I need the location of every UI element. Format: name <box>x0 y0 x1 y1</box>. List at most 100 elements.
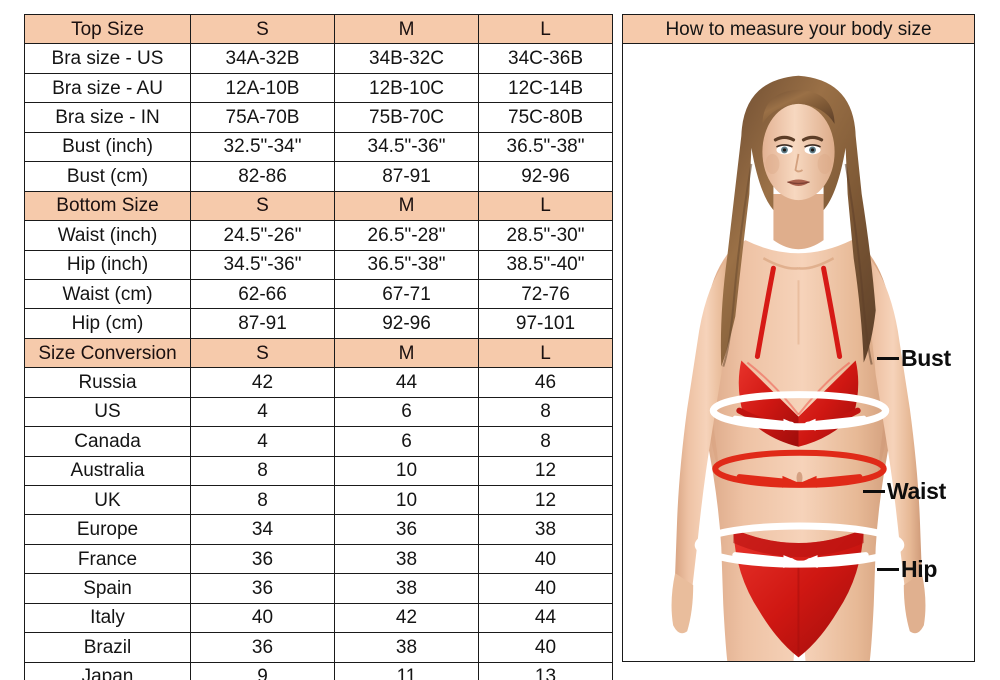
row-value-cell: 28.5"-30" <box>478 220 613 251</box>
row-label-cell: Bra size - AU <box>24 72 191 104</box>
row-label-cell: US <box>24 396 191 428</box>
row-value-cell: 38.5"-40" <box>478 249 613 280</box>
model-photo-frame: Bust Waist Hip <box>622 44 975 662</box>
size-column-header: S <box>190 13 335 45</box>
section-header-row: Bottom Size S M L <box>24 190 613 222</box>
callout-bust-label: Bust <box>901 345 951 371</box>
row-value-cell: 12 <box>478 455 613 487</box>
row-value-cell: 6 <box>334 426 479 457</box>
leader-line-waist <box>863 489 885 493</box>
table-row: Waist (inch) 24.5"-26" 26.5"-28" 28.5"-30" <box>24 220 613 251</box>
table-row: Bust (inch) 32.5"-34" 34.5"-36" 36.5"-38" <box>24 131 613 163</box>
row-label-cell: Italy <box>24 602 191 634</box>
leader-line-bust <box>877 356 899 360</box>
size-column-header: L <box>478 13 613 45</box>
table-row: Bra size - IN 75A-70B 75B-70C 75C-80B <box>24 102 613 133</box>
row-value-cell: 12 <box>478 484 613 516</box>
row-value-cell: 38 <box>334 573 479 604</box>
row-value-cell: 36 <box>190 573 335 604</box>
row-value-cell: 44 <box>478 602 613 634</box>
size-column-header: S <box>190 337 335 369</box>
row-label-cell: Hip (cm) <box>24 308 191 339</box>
table-row: Japan 9 11 13 <box>24 661 613 680</box>
table-row: Hip (inch) 34.5"-36" 36.5"-38" 38.5"-40" <box>24 249 613 280</box>
size-column-header: M <box>334 190 479 222</box>
size-column-header: M <box>334 337 479 369</box>
row-value-cell: 8 <box>478 396 613 428</box>
row-value-cell: 75C-80B <box>478 102 613 133</box>
row-value-cell: 40 <box>478 632 613 663</box>
callout-bust: Bust <box>877 347 951 370</box>
row-value-cell: 42 <box>334 602 479 634</box>
row-label-cell: Waist (inch) <box>24 220 191 251</box>
size-column-header: L <box>478 337 613 369</box>
row-value-cell: 8 <box>478 426 613 457</box>
table-row: Hip (cm) 87-91 92-96 97-101 <box>24 308 613 339</box>
table-row: Waist (cm) 62-66 67-71 72-76 <box>24 278 613 310</box>
size-column-header: M <box>334 13 479 45</box>
row-value-cell: 38 <box>478 514 613 545</box>
row-value-cell: 34A-32B <box>190 43 335 74</box>
row-value-cell: 36 <box>190 543 335 575</box>
measure-panel-title: How to measure your body size <box>622 14 975 44</box>
row-label-cell: Bra size - US <box>24 43 191 74</box>
section-title-cell: Top Size <box>24 13 191 45</box>
row-value-cell: 8 <box>190 455 335 487</box>
row-value-cell: 40 <box>478 573 613 604</box>
leader-line-hip <box>877 567 899 571</box>
size-chart-table: Top Size S M L Bra size - US 34A-32B 34B-32C 34… <box>24 13 613 680</box>
table-row: France 36 38 40 <box>24 543 613 575</box>
row-value-cell: 34C-36B <box>478 43 613 74</box>
row-value-cell: 12A-10B <box>190 72 335 104</box>
row-value-cell: 46 <box>478 367 613 398</box>
table-row: Brazil 36 38 40 <box>24 632 613 663</box>
table-row: US 4 6 8 <box>24 396 613 428</box>
row-value-cell: 40 <box>190 602 335 634</box>
table-row: Bra size - US 34A-32B 34B-32C 34C-36B <box>24 43 613 74</box>
row-value-cell: 4 <box>190 426 335 457</box>
row-value-cell: 36 <box>190 632 335 663</box>
row-value-cell: 38 <box>334 632 479 663</box>
row-value-cell: 87-91 <box>190 308 335 339</box>
table-row: Canada 4 6 8 <box>24 426 613 457</box>
row-label-cell: Bra size - IN <box>24 102 191 133</box>
row-value-cell: 12C-14B <box>478 72 613 104</box>
row-value-cell: 34.5"-36" <box>190 249 335 280</box>
row-value-cell: 92-96 <box>478 161 613 192</box>
callout-waist-label: Waist <box>887 478 946 504</box>
callout-waist: Waist <box>863 480 946 503</box>
row-value-cell: 82-86 <box>190 161 335 192</box>
row-label-cell: Russia <box>24 367 191 398</box>
row-value-cell: 72-76 <box>478 278 613 310</box>
row-value-cell: 10 <box>334 484 479 516</box>
table-row: Russia 42 44 46 <box>24 367 613 398</box>
row-label-cell: Canada <box>24 426 191 457</box>
section-title-cell: Size Conversion <box>24 337 191 369</box>
row-label-cell: Spain <box>24 573 191 604</box>
row-label-cell: Japan <box>24 661 191 680</box>
row-value-cell: 42 <box>190 367 335 398</box>
size-column-header: L <box>478 190 613 222</box>
row-label-cell: France <box>24 543 191 575</box>
row-value-cell: 92-96 <box>334 308 479 339</box>
size-column-header: S <box>190 190 335 222</box>
table-row: Australia 8 10 12 <box>24 455 613 487</box>
table-row: Spain 36 38 40 <box>24 573 613 604</box>
table-row: UK 8 10 12 <box>24 484 613 516</box>
row-value-cell: 67-71 <box>334 278 479 310</box>
row-label-cell: Hip (inch) <box>24 249 191 280</box>
row-value-cell: 10 <box>334 455 479 487</box>
callout-hip-label: Hip <box>901 556 938 582</box>
row-value-cell: 34B-32C <box>334 43 479 74</box>
row-value-cell: 36 <box>334 514 479 545</box>
callout-hip: Hip <box>877 558 937 581</box>
row-label-cell: Bust (cm) <box>24 161 191 192</box>
section-header-row: Size Conversion S M L <box>24 337 613 369</box>
row-value-cell: 12B-10C <box>334 72 479 104</box>
row-value-cell: 44 <box>334 367 479 398</box>
section-title-cell: Bottom Size <box>24 190 191 222</box>
row-value-cell: 97-101 <box>478 308 613 339</box>
row-value-cell: 4 <box>190 396 335 428</box>
row-value-cell: 75A-70B <box>190 102 335 133</box>
row-value-cell: 24.5"-26" <box>190 220 335 251</box>
